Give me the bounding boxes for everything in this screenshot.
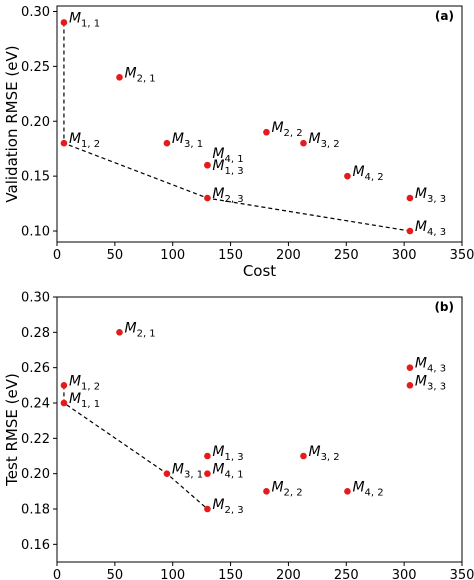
y-tick-label: 0.30 [21, 5, 50, 20]
data-point [116, 74, 123, 81]
data-point [60, 399, 68, 407]
x-tick-label: 300 [392, 568, 417, 580]
x-tick-label: 250 [334, 568, 359, 580]
data-point [344, 488, 351, 495]
data-point [60, 382, 68, 389]
panel-label: (a) [435, 9, 454, 23]
x-tick-label: 350 [450, 568, 474, 580]
x-tick-label: 350 [450, 248, 474, 263]
point-label: M1, 2 [69, 131, 100, 150]
x-tick-label: 50 [107, 568, 124, 580]
point-label: M1, 1 [69, 10, 100, 29]
point-label: M3, 1 [172, 131, 203, 150]
data-point [204, 470, 211, 477]
x-tick-label: 50 [107, 248, 124, 263]
data-point [406, 194, 414, 202]
data-point [406, 364, 414, 371]
y-tick-label: 0.18 [21, 503, 50, 518]
point-label: M2, 2 [271, 479, 302, 498]
chart-panel-b: 0 50 100 150 200 250 300 350 0.16 0.18 0.20 0.22 0.2… [3, 291, 474, 580]
y-axis-label: Validation RMSE (eV) [3, 45, 21, 202]
point-label: M3, 3 [415, 186, 446, 205]
point-label: M3, 1 [172, 462, 203, 481]
point-label: M4, 1 [212, 462, 243, 481]
data-point [204, 452, 211, 460]
y-tick-label: 0.30 [21, 291, 50, 306]
y-axis-label: Test RMSE (eV) [3, 373, 21, 487]
x-tick-label: 200 [276, 248, 301, 263]
point-label: M3, 2 [308, 444, 339, 463]
point-label: M1, 1 [69, 391, 100, 410]
x-tick-label: 0 [53, 248, 61, 263]
x-tick-label: 200 [276, 568, 301, 580]
pareto-front-line [63, 385, 208, 510]
y-tick-label: 0.25 [21, 60, 50, 75]
data-point [204, 194, 211, 202]
point-label: M1, 3 [212, 158, 243, 177]
data-point [406, 382, 414, 389]
data-point [204, 161, 211, 169]
data-point [204, 505, 211, 513]
data-point [163, 470, 171, 477]
y-tick-label: 0.28 [21, 326, 50, 341]
y-tick-label: 0.20 [21, 115, 50, 130]
data-point [60, 139, 68, 147]
data-point [60, 19, 68, 26]
point-label: M2, 3 [212, 497, 243, 516]
point-label: M4, 2 [352, 479, 383, 498]
plot-frame [56, 5, 463, 243]
point-label: M2, 2 [271, 120, 302, 139]
point-label: M4, 2 [352, 164, 383, 183]
x-tick-label: 300 [392, 248, 417, 263]
chart-panel-a: 0 50 100 150 200 250 300 350 0.10 0.15 0.20 0.25 0.3… [3, 5, 474, 280]
y-tick-label: 0.15 [21, 170, 50, 185]
data-point [116, 329, 123, 336]
data-point [263, 128, 270, 136]
point-label: M4, 3 [415, 219, 446, 238]
point-label: M2, 3 [212, 186, 243, 205]
plot-frame [56, 296, 463, 563]
data-point [344, 172, 351, 180]
point-label: M2, 1 [124, 320, 155, 339]
data-point [163, 139, 171, 147]
y-tick-label: 0.10 [21, 225, 50, 240]
data-point [406, 227, 414, 235]
x-tick-label: 150 [218, 568, 243, 580]
point-label: M3, 3 [415, 373, 446, 392]
x-tick-label: 100 [160, 568, 185, 580]
y-tick-label: 0.26 [21, 361, 50, 376]
x-tick-label: 150 [218, 248, 243, 263]
data-point [300, 452, 307, 460]
x-tick-label: 100 [160, 248, 185, 263]
y-tick-label: 0.24 [21, 397, 50, 412]
x-tick-label: 0 [53, 568, 61, 580]
point-label: M2, 1 [124, 65, 155, 84]
x-axis-label: Cost [243, 262, 276, 280]
panel-label: (b) [434, 300, 454, 314]
point-label: M3, 2 [308, 131, 339, 150]
y-tick-label: 0.16 [21, 538, 50, 553]
point-label: M4, 1 [212, 146, 243, 165]
data-point [300, 139, 307, 147]
y-tick-label: 0.22 [21, 432, 50, 447]
data-point [263, 488, 270, 495]
point-label: M1, 2 [69, 373, 100, 392]
point-label: M4, 3 [415, 356, 446, 375]
pareto-front-line [63, 22, 411, 232]
y-tick-label: 0.20 [21, 467, 50, 482]
point-label: M1, 3 [212, 444, 243, 463]
x-tick-label: 250 [334, 248, 359, 263]
